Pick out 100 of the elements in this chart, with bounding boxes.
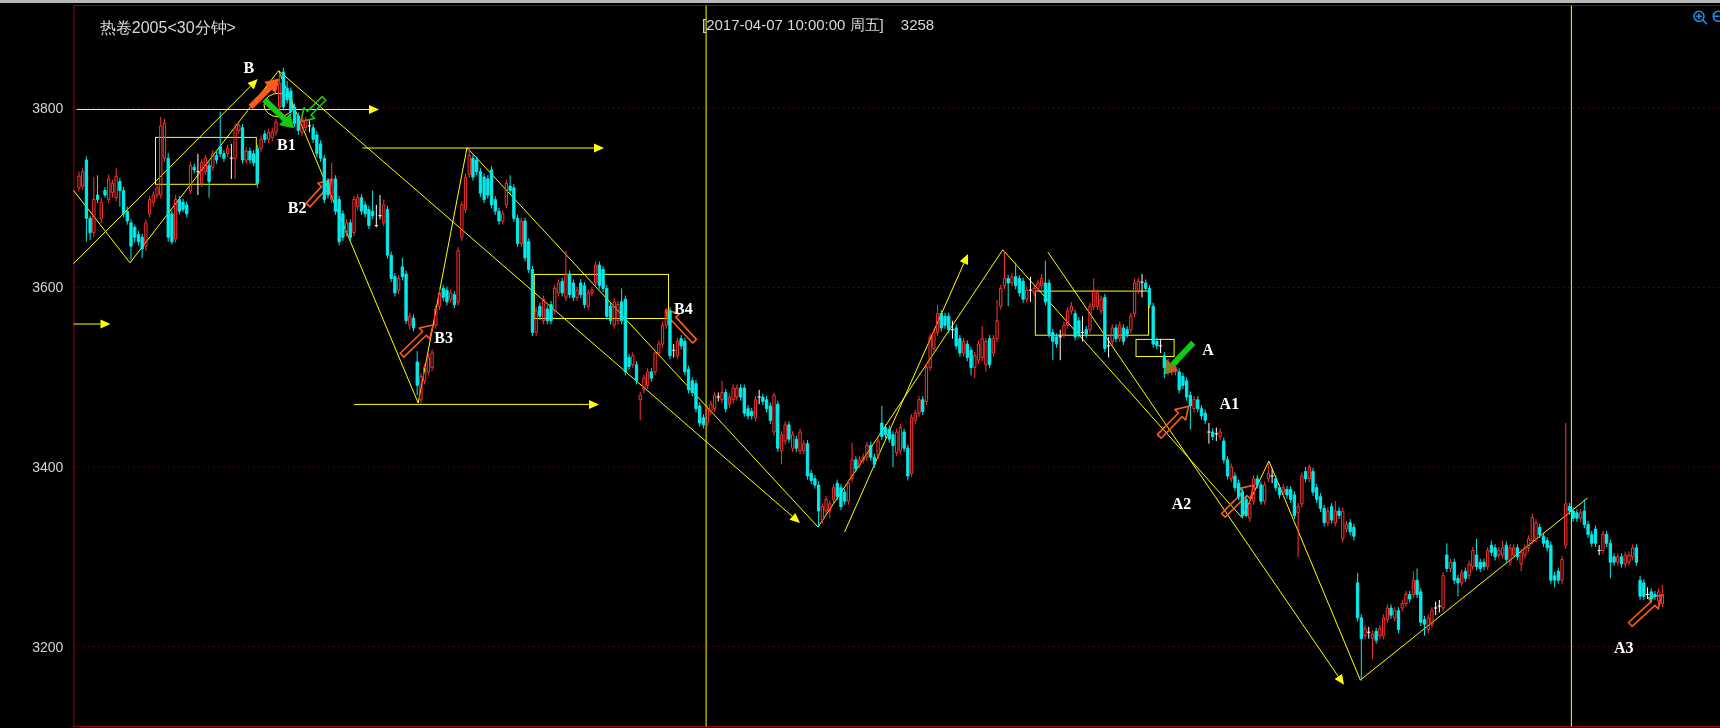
candlestick: [240, 123, 245, 165]
candlestick: [1482, 558, 1486, 571]
candlestick: [1263, 480, 1267, 506]
candlestick: [330, 162, 334, 204]
candlestick: [147, 195, 152, 218]
candlestick: [1575, 508, 1579, 523]
candlestick: [1411, 570, 1415, 599]
candlestick: [359, 193, 364, 216]
candlestick: [114, 167, 118, 202]
candlestick: [891, 430, 895, 468]
candlestick: [408, 312, 412, 331]
candlestick: [1623, 550, 1627, 569]
candlestick: [1281, 483, 1285, 497]
candlestick: [278, 73, 282, 113]
candlestick: [1106, 336, 1111, 359]
candlestick: [671, 343, 676, 359]
candlestick: [549, 300, 553, 325]
candlestick: [103, 186, 107, 199]
candlestick: [772, 392, 776, 437]
candlestick: [1389, 603, 1393, 620]
candlestick: [1660, 584, 1665, 608]
candlestick: [1333, 500, 1337, 527]
candlestick: [1433, 601, 1438, 616]
candlestick: [1058, 329, 1063, 361]
candlestick: [880, 405, 884, 441]
candlestick: [471, 154, 475, 182]
candlestick: [449, 288, 453, 304]
candlestick: [582, 281, 587, 309]
candlestick: [1634, 543, 1639, 567]
candlestick: [1500, 540, 1505, 560]
candlestick: [1366, 626, 1371, 640]
candlestick: [185, 200, 189, 218]
candlestick: [396, 274, 401, 295]
candlestick: [1006, 274, 1010, 307]
candlestick: [828, 499, 832, 519]
candlestick: [1560, 555, 1564, 585]
candlestick: [81, 167, 85, 191]
candlestick: [712, 391, 717, 413]
candlestick: [1118, 321, 1122, 343]
candlestick: [1441, 571, 1445, 613]
candlestick: [445, 286, 449, 306]
candlestick: [173, 194, 178, 244]
candlestick: [850, 442, 854, 483]
candlestick: [1162, 351, 1166, 379]
candlestick: [248, 146, 252, 165]
annotation: B2: [287, 198, 307, 216]
candlestick: [987, 334, 992, 369]
candlestick: [1203, 409, 1207, 425]
candlestick: [456, 246, 460, 306]
candlestick: [534, 306, 538, 337]
candlestick: [846, 479, 851, 506]
candlestick: [1515, 543, 1520, 561]
candlestick: [750, 407, 754, 420]
candlestick: [207, 161, 211, 199]
candlestick: [1616, 552, 1620, 567]
candlestick: [1657, 587, 1661, 605]
candlestick: [895, 427, 899, 457]
candlestick: [649, 367, 654, 383]
candlestick: [1084, 325, 1088, 339]
candlestick: [1642, 578, 1646, 601]
candlestick: [1110, 323, 1114, 346]
candlestick: [441, 284, 445, 302]
candlestick: [634, 360, 639, 385]
candlestick: [226, 144, 230, 158]
candlestick: [593, 260, 598, 288]
candlestick: [1549, 541, 1553, 585]
candlestick: [857, 455, 862, 469]
candlestick: [1619, 552, 1624, 569]
candlestick: [898, 423, 903, 455]
candlestick: [166, 152, 170, 243]
candlestick: [1210, 427, 1215, 441]
candlestick: [790, 430, 795, 453]
candlestick: [798, 427, 802, 455]
candlestick: [638, 391, 642, 421]
candlestick: [519, 216, 523, 248]
annotation: A: [1202, 340, 1215, 358]
candlestick: [181, 198, 185, 213]
candlestick: [1474, 538, 1479, 571]
candlestick: [1303, 466, 1308, 483]
candlestick: [233, 123, 237, 180]
candlestick: [646, 367, 650, 390]
candlestick: [107, 173, 111, 204]
annotation: B3: [434, 328, 454, 346]
y-tick-label: 3200: [32, 638, 64, 655]
candlestick: [731, 383, 735, 404]
annotation: B: [243, 58, 255, 76]
candlestick: [1448, 558, 1453, 573]
candlestick: [831, 483, 836, 504]
candlestick: [1352, 523, 1356, 542]
candlestick: [352, 195, 356, 237]
candlestick: [263, 129, 267, 144]
candlestick: [1028, 276, 1033, 303]
candlestick: [1519, 548, 1523, 572]
candlestick: [1593, 524, 1598, 548]
candlestick: [776, 400, 780, 453]
candlestick: [839, 483, 843, 511]
candlestick: [192, 163, 196, 174]
candlestick: [452, 290, 457, 309]
candlestick: [876, 436, 880, 460]
candlestick: [794, 435, 798, 453]
